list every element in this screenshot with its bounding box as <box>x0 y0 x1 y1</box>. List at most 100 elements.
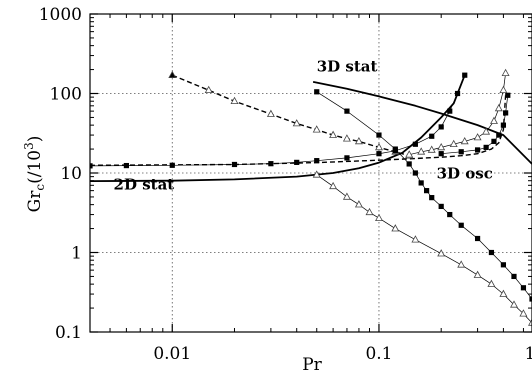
series-7-point-15 <box>528 318 532 326</box>
y-tick-label-4: 1000 <box>39 5 82 25</box>
series-5-point-0 <box>314 89 320 95</box>
series-7-point-6 <box>391 224 400 232</box>
y-axis-title: Grc(/103) <box>22 136 47 213</box>
series-6-point-5 <box>496 132 502 138</box>
series-4-point-2 <box>169 162 175 168</box>
series-7-point-4 <box>365 207 374 216</box>
series-3-point-2 <box>230 96 239 104</box>
series-7-point-3 <box>354 200 363 208</box>
series-3-point-1 <box>204 85 213 93</box>
annotation-0: 3D stat <box>317 57 378 75</box>
series-8-point-6 <box>473 133 482 141</box>
series-6-point-4 <box>491 138 497 144</box>
x-tick-label-0: 0.01 <box>153 344 191 364</box>
series-7-point-1 <box>329 181 338 190</box>
series-3-point-3 <box>266 109 275 117</box>
y-axis-title-suffix: (/10 <box>25 150 45 184</box>
svg-text:Grc(/103): Grc(/103) <box>22 136 47 213</box>
series-line-1 <box>90 74 466 182</box>
series-4-point-7 <box>344 155 350 161</box>
series-7-point-12 <box>499 289 508 297</box>
series-8-point-8 <box>490 116 498 124</box>
series-7-point-13 <box>510 300 518 308</box>
series-5-point-4 <box>406 161 412 167</box>
series-8-point-5 <box>460 136 469 145</box>
y-tick-label-2: 10 <box>60 164 82 184</box>
marker-layer <box>90 68 532 326</box>
series-5-point-5 <box>412 170 418 176</box>
series-4-point-0 <box>90 163 93 169</box>
y-axis-title-sup: 3 <box>22 142 36 150</box>
series-6-point-0 <box>438 151 444 157</box>
y-tick-label-1: 1 <box>71 244 82 264</box>
x-tick-label-1: 0.1 <box>365 344 392 364</box>
series-line-7 <box>316 174 532 324</box>
series-8-point-0 <box>405 150 414 158</box>
series-8-point-3 <box>437 142 446 151</box>
series-5-point-9 <box>438 203 444 210</box>
series-6-point-3 <box>483 144 489 150</box>
series-7-point-14 <box>519 309 528 317</box>
series-line-2 <box>90 95 507 166</box>
series-6-point-6 <box>500 122 507 128</box>
series-8-point-2 <box>427 145 436 153</box>
series-6-point-7 <box>503 110 509 116</box>
series-4-point-15 <box>462 72 468 78</box>
series-5-point-1 <box>344 108 350 114</box>
series-5-point-2 <box>376 132 382 138</box>
series-4-point-4 <box>268 161 274 167</box>
series-3-point-4 <box>292 119 301 127</box>
x-axis-title: Pr <box>302 355 322 375</box>
x-tick-label-2: 1 <box>525 344 532 364</box>
series-5-point-8 <box>429 195 435 201</box>
series-7-point-2 <box>342 192 351 200</box>
series-4-point-12 <box>438 124 444 130</box>
series-line-3 <box>172 74 410 157</box>
series-6-point-1 <box>458 149 464 155</box>
annotation-1: 2D stat <box>114 176 175 194</box>
annotations: 3D stat 2D stat 3D osc <box>114 57 493 193</box>
series-7-point-5 <box>375 213 383 221</box>
series-3-point-5 <box>312 125 321 133</box>
series-7-point-10 <box>473 270 482 278</box>
series-4-point-8 <box>376 151 382 157</box>
series-7-point-8 <box>437 249 446 257</box>
series-layer <box>90 73 532 324</box>
series-5-point-12 <box>474 235 481 242</box>
series-8-point-9 <box>494 103 503 112</box>
series-5-point-15 <box>511 273 517 280</box>
series-4-point-11 <box>429 133 435 139</box>
series-8-point-4 <box>449 139 458 147</box>
series-5-point-10 <box>447 211 453 218</box>
series-5-point-16 <box>520 285 527 291</box>
series-3-point-8 <box>354 136 363 145</box>
series-5-point-14 <box>500 262 507 268</box>
series-4-point-14 <box>454 90 461 97</box>
series-5-point-3 <box>392 146 398 152</box>
series-6-point-2 <box>474 147 481 153</box>
series-7-point-11 <box>487 279 496 287</box>
annotation-2: 3D osc <box>437 165 493 183</box>
series-4-point-1 <box>123 162 129 169</box>
series-line-5 <box>316 91 532 300</box>
series-line-8 <box>409 73 506 156</box>
series-4-point-10 <box>412 141 418 147</box>
tick-labels: 0.01 0.1 1 0.1 1 10 100 1000 <box>39 5 532 364</box>
series-8-point-11 <box>501 68 510 76</box>
series-5-point-6 <box>418 180 424 186</box>
series-5-point-11 <box>458 222 464 228</box>
series-7-point-7 <box>411 235 420 243</box>
series-4-point-13 <box>447 108 453 114</box>
y-axis-title-sub: c <box>33 184 47 191</box>
y-axis-title-close: ) <box>25 136 45 143</box>
series-4-point-3 <box>231 161 238 168</box>
series-7-point-9 <box>457 260 466 268</box>
series-4-point-6 <box>314 158 320 164</box>
axis-ticks <box>90 13 532 333</box>
y-tick-label-3: 100 <box>50 85 82 105</box>
series-8-point-10 <box>499 85 508 93</box>
series-6-point-8 <box>505 92 511 98</box>
series-4-point-5 <box>294 159 300 165</box>
series-3-point-0 <box>168 70 177 78</box>
